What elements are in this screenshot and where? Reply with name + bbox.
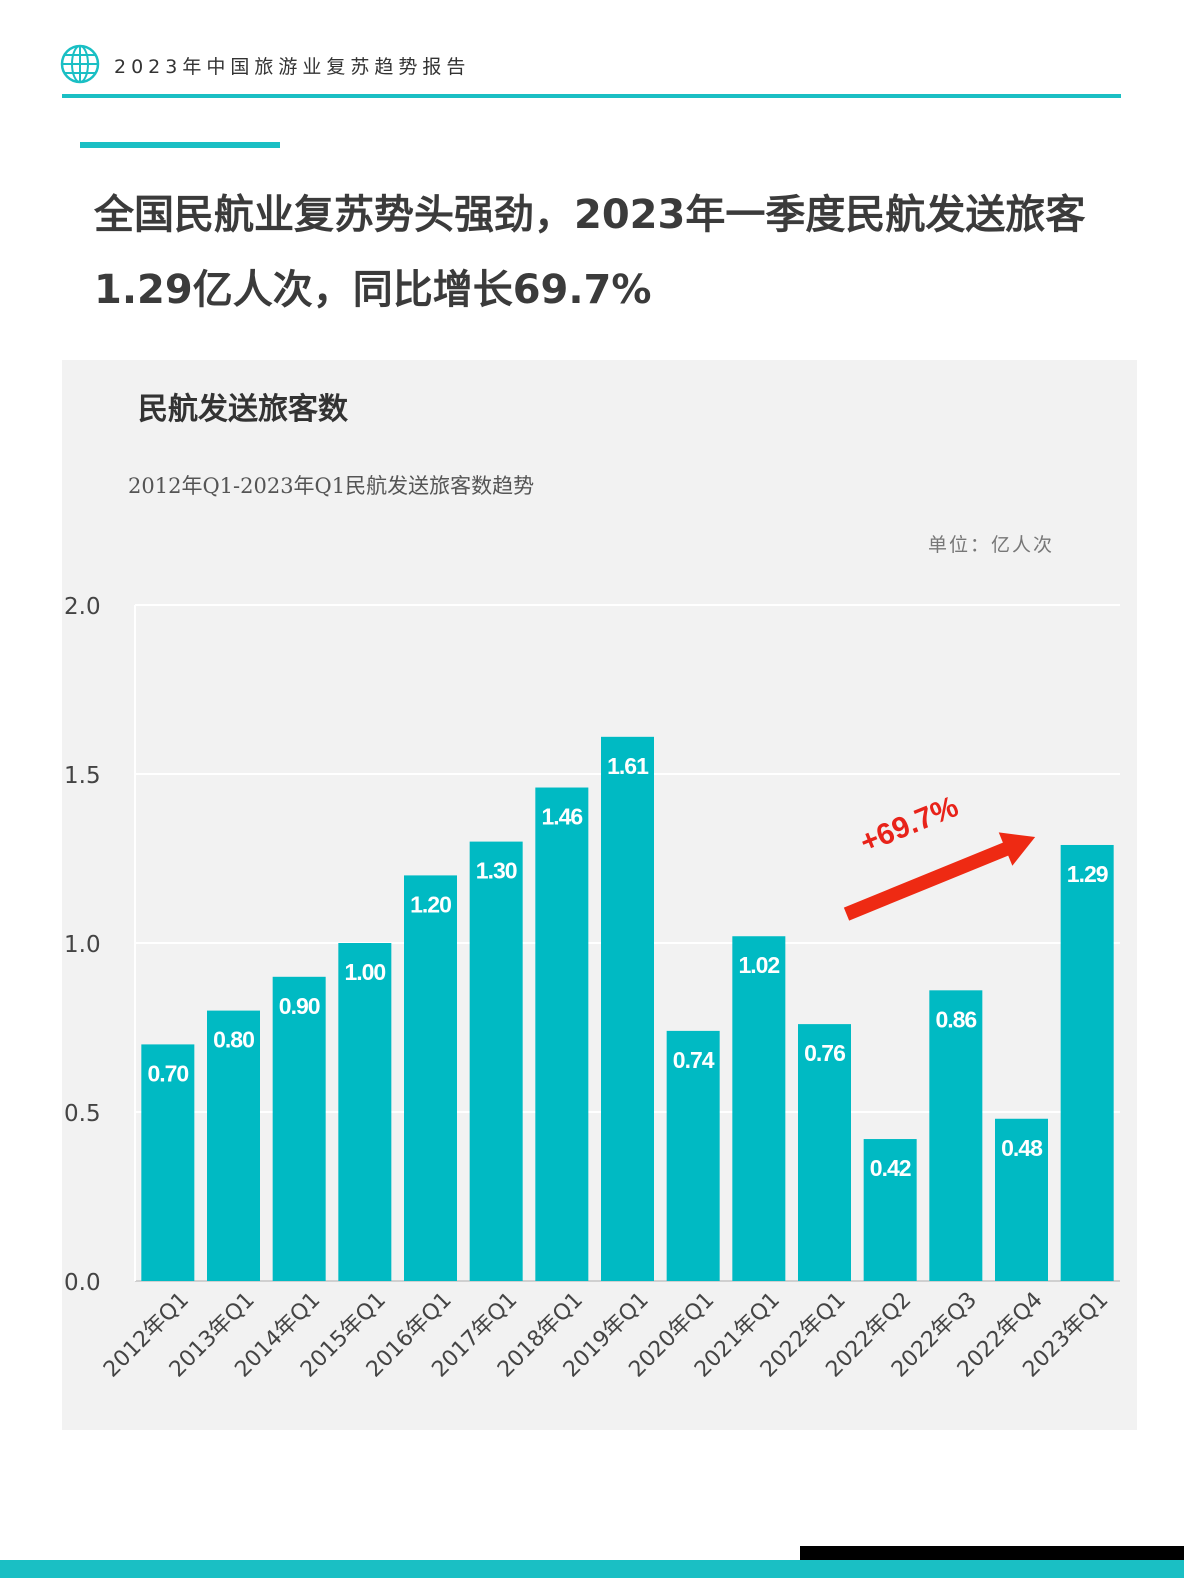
bar	[995, 1118, 1048, 1281]
y-tick-label: 2.0	[64, 594, 101, 620]
data-label: 0.76	[804, 1040, 845, 1066]
bar	[863, 1139, 917, 1281]
data-label: 0.90	[279, 993, 320, 1019]
report-title: 2023年中国旅游业复苏趋势报告	[114, 56, 471, 78]
bar	[469, 841, 523, 1281]
data-label: 0.48	[1001, 1135, 1043, 1161]
footer-bar-accent	[0, 1560, 1184, 1578]
bar	[732, 936, 786, 1281]
data-label: 0.42	[870, 1155, 911, 1181]
bar	[929, 990, 983, 1281]
chart-subtitle: 2012年Q1-2023年Q1民航发送旅客数趋势	[128, 474, 535, 498]
data-label: 1.00	[344, 959, 385, 985]
data-label: 1.30	[476, 858, 517, 884]
data-label: 0.86	[935, 1006, 976, 1032]
chart-unit: 单位：亿人次	[928, 534, 1055, 556]
bar	[404, 875, 457, 1281]
data-label: 1.61	[607, 753, 649, 779]
footer-bar-dark	[800, 1546, 1184, 1560]
data-label: 1.02	[738, 952, 779, 978]
bar	[272, 976, 326, 1281]
chart-title: 民航发送旅客数	[138, 392, 348, 427]
bar	[338, 943, 392, 1281]
bar	[666, 1030, 720, 1281]
bar	[1060, 844, 1114, 1281]
header-divider	[62, 94, 1121, 98]
data-label: 1.20	[410, 891, 451, 917]
growth-annotation: +69.7%	[856, 790, 963, 859]
growth-arrow-shape	[843, 832, 1036, 921]
data-label: 1.29	[1067, 861, 1108, 887]
bar	[141, 1044, 195, 1281]
headline-accent-bar	[80, 142, 280, 148]
y-tick-label: 0.0	[64, 1270, 101, 1296]
bar-chart: 0.00.51.01.52.00.702012年Q10.802013年Q10.9…	[64, 594, 1120, 1383]
data-label: 0.70	[147, 1060, 188, 1086]
bar	[207, 1010, 260, 1281]
data-label: 0.74	[673, 1047, 715, 1073]
data-label: 0.80	[213, 1027, 254, 1053]
bar	[601, 736, 654, 1281]
growth-arrow	[843, 832, 1036, 921]
page-headline: 全国民航业复苏势头强劲，2023年一季度民航发送旅客1.29亿人次，同比增长69…	[94, 192, 1086, 313]
y-tick-label: 0.5	[64, 1101, 101, 1127]
bar	[798, 1024, 851, 1281]
y-tick-label: 1.0	[64, 932, 101, 958]
bar	[535, 787, 589, 1281]
data-label: 1.46	[541, 804, 582, 830]
globe-icon	[60, 44, 100, 84]
y-tick-label: 1.5	[64, 763, 101, 789]
chart-panel: 0.0 0.5 1.0 1.5 2.0 0.70 2012年Q1 0.80 2013年Q1 0.9…	[62, 360, 1137, 1430]
